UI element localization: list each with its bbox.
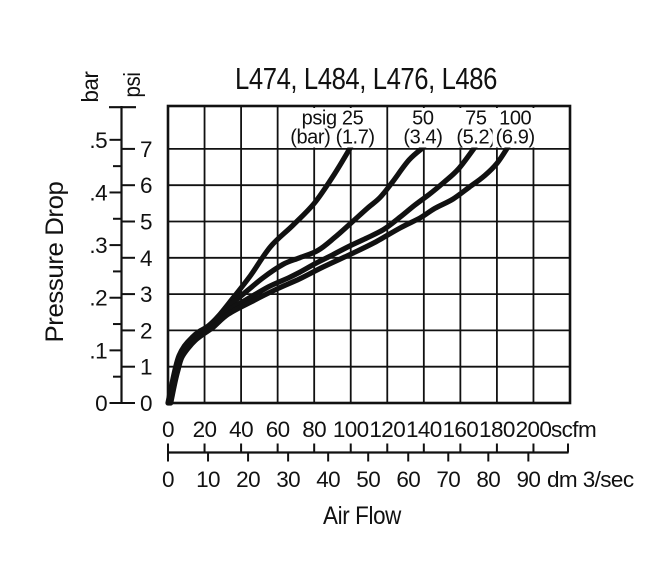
curves-layer bbox=[165, 144, 511, 406]
curve-label-background bbox=[400, 108, 446, 148]
scfm-tick-label: 60 bbox=[266, 417, 290, 442]
curve-label-line1: 50 bbox=[412, 108, 434, 130]
curve-labels-layer: psig 25(bar) (1.7)50(3.4)75(5.2)100(6.9) bbox=[287, 108, 538, 149]
bar-tick-label: .1 bbox=[89, 338, 107, 363]
bar-tick-label: .3 bbox=[89, 233, 107, 258]
x-axis-unit-dm: dm 3/sec bbox=[547, 467, 634, 492]
dm-tick-label: 60 bbox=[396, 467, 420, 492]
curve-label-line2: (6.9) bbox=[496, 127, 535, 149]
scfm-tick-label: 20 bbox=[193, 417, 217, 442]
curve-label-line1: psig 25 bbox=[302, 108, 364, 130]
x-ruler-layer: 0 20 40 60 80 100 120 140 160 180 200 0 10 20 30 40 50 60… bbox=[162, 417, 569, 492]
dm-tick-label: 70 bbox=[436, 467, 460, 492]
scfm-tick-label: 120 bbox=[369, 417, 405, 442]
curve-label-line2: (bar) (1.7) bbox=[290, 127, 375, 149]
psi-tick-label: 4 bbox=[140, 246, 152, 271]
curve-label-line1: 100 bbox=[499, 108, 531, 130]
y-axis-label: Pressure Drop bbox=[41, 182, 69, 343]
bar-tick-label: .5 bbox=[89, 128, 107, 153]
psi-tick-label: 7 bbox=[140, 137, 152, 162]
dm-tick-label: 20 bbox=[236, 467, 260, 492]
curve-label: 100(6.9) bbox=[492, 108, 538, 149]
curve-label-background bbox=[287, 108, 378, 148]
scfm-tick-label: 160 bbox=[442, 417, 478, 442]
dm-tick-label: 0 bbox=[162, 467, 174, 492]
scfm-tick-label: 80 bbox=[302, 417, 326, 442]
bar-tick-label: .2 bbox=[89, 286, 107, 311]
y-axis-unit-bar: bar bbox=[77, 71, 103, 103]
curve-label-line1: 75 bbox=[465, 108, 487, 130]
curve-label-line2: (3.4) bbox=[403, 127, 442, 149]
y-axis-unit-psi: psi bbox=[119, 73, 145, 98]
dm-tick-label: 80 bbox=[476, 467, 500, 492]
bar-tick-label: 0 bbox=[95, 391, 107, 416]
psi-tick-label: 0 bbox=[140, 391, 152, 416]
dm-tick-label: 30 bbox=[276, 467, 300, 492]
x-axis-label: Air Flow bbox=[323, 502, 402, 530]
scfm-tick-label: 100 bbox=[333, 417, 369, 442]
dm-tick-label: 40 bbox=[316, 467, 340, 492]
curve-label: 75(5.2) bbox=[453, 108, 499, 149]
plot-border bbox=[166, 104, 572, 405]
bar-tick-label: .4 bbox=[89, 180, 107, 205]
scfm-tick-label: 40 bbox=[229, 417, 253, 442]
dm-tick-label: 10 bbox=[196, 467, 220, 492]
curve-100-psig bbox=[168, 144, 511, 406]
scfm-tick-label: 200 bbox=[516, 417, 552, 442]
curve-label: 50(3.4) bbox=[400, 108, 446, 149]
psi-tick-label: 5 bbox=[140, 210, 152, 235]
curve-label-line2: (5.2) bbox=[456, 127, 495, 149]
psi-tick-label: 1 bbox=[140, 355, 152, 380]
dm-tick-label: 90 bbox=[516, 467, 540, 492]
curve-label: psig 25(bar) (1.7) bbox=[287, 108, 378, 149]
scfm-tick-label: 140 bbox=[406, 417, 442, 442]
scfm-tick-label: 0 bbox=[162, 417, 174, 442]
x-axis-unit-scfm: scfm bbox=[551, 417, 596, 442]
dm-tick-label: 50 bbox=[356, 467, 380, 492]
chart-title: L474, L484, L476, L486 bbox=[235, 61, 497, 96]
psi-tick-label: 3 bbox=[140, 282, 152, 307]
curve-label-background bbox=[492, 108, 538, 148]
grid-layer bbox=[166, 104, 572, 405]
psi-tick-label: 6 bbox=[140, 173, 152, 198]
scfm-tick-label: 180 bbox=[479, 417, 515, 442]
curve-label-background bbox=[453, 108, 499, 148]
psi-tick-label: 2 bbox=[140, 318, 152, 343]
y-axis-layer: 0 .1 .2 .3 .4 .5 0 1 2 3 4 5 6 7 bbox=[89, 106, 153, 416]
